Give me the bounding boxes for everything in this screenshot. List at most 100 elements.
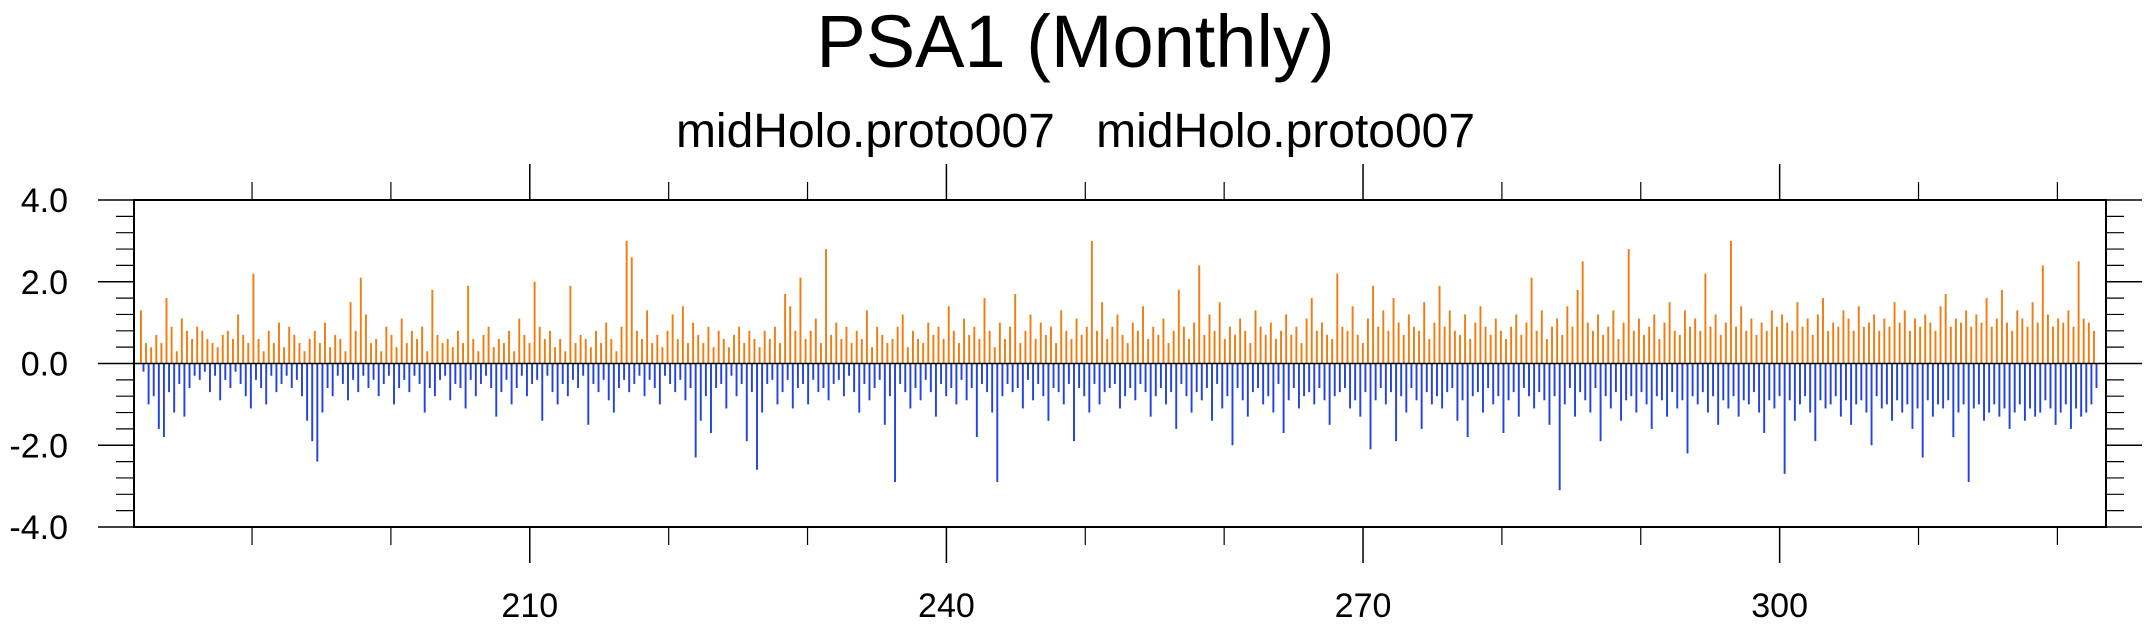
bar <box>139 310 142 364</box>
bar <box>687 343 689 364</box>
bar <box>1101 302 1104 364</box>
bar <box>1660 363 1663 401</box>
bar <box>1543 363 1546 401</box>
bar <box>255 363 257 380</box>
bar <box>1336 273 1339 364</box>
bar <box>1430 363 1433 405</box>
bar <box>1239 318 1242 364</box>
bar <box>753 338 756 364</box>
bar <box>1264 334 1267 364</box>
bar <box>1678 334 1681 364</box>
bar <box>341 363 344 384</box>
bar <box>1620 363 1622 421</box>
bar <box>265 363 268 405</box>
bar <box>423 363 426 413</box>
bar <box>1103 363 1106 393</box>
bar <box>1144 363 1147 393</box>
bar <box>559 338 562 364</box>
bar <box>393 363 395 405</box>
bar <box>1924 314 1927 364</box>
bar <box>1980 322 1983 364</box>
bar <box>825 249 827 364</box>
bar <box>1530 277 1533 364</box>
bar <box>1832 322 1835 364</box>
bar <box>2085 363 2088 413</box>
bar <box>894 363 897 483</box>
bar <box>1211 363 1213 421</box>
bar <box>1745 330 1748 364</box>
bar <box>710 363 712 433</box>
bar <box>1443 326 1446 364</box>
bar <box>1257 363 1259 389</box>
bar <box>554 347 557 364</box>
bar <box>612 363 615 413</box>
bar <box>927 322 930 364</box>
x-tick-label: 240 <box>918 587 975 625</box>
bar <box>725 363 728 409</box>
bar <box>779 343 781 364</box>
y-tick-label: -4.0 <box>9 509 68 547</box>
axes-group: 210 240 270 300 -4.0 -2.0 0.0 2.0 4.0 <box>9 164 2142 625</box>
bar <box>1975 314 1978 364</box>
bar <box>1106 338 1109 364</box>
bar <box>175 351 178 364</box>
bar <box>275 363 278 393</box>
bar <box>845 326 848 364</box>
bar <box>694 363 697 458</box>
bar <box>582 363 585 376</box>
bar <box>1689 326 1692 364</box>
bar <box>740 363 743 384</box>
bar <box>1561 334 1564 364</box>
bar <box>1637 318 1640 364</box>
bar <box>1387 330 1390 364</box>
y-tick-label: 2.0 <box>21 264 68 302</box>
bar <box>1852 330 1855 364</box>
bar <box>1645 363 1648 405</box>
bar <box>858 363 861 413</box>
bar <box>796 363 799 389</box>
bar <box>2095 363 2098 389</box>
bar <box>1597 314 1599 364</box>
bar <box>295 363 298 380</box>
bar <box>784 294 787 364</box>
bar <box>1791 330 1794 364</box>
bar <box>1482 363 1484 413</box>
bar <box>692 322 695 364</box>
bar <box>482 334 485 364</box>
bar <box>929 363 932 393</box>
bar <box>1400 363 1403 397</box>
bar <box>1722 363 1725 401</box>
bar <box>444 363 447 376</box>
bar <box>1009 326 1012 364</box>
bar <box>584 338 587 364</box>
bar <box>702 343 705 364</box>
bar <box>2021 318 2024 364</box>
bar <box>1885 363 1888 405</box>
bar <box>2041 265 2044 364</box>
bar <box>1354 363 1357 401</box>
bar <box>1998 363 2001 417</box>
bar <box>1469 338 1472 364</box>
bar <box>1274 338 1277 364</box>
bar <box>1750 318 1753 364</box>
bar <box>771 363 774 380</box>
bar <box>597 363 600 393</box>
bar <box>1305 318 1308 364</box>
bar <box>1717 363 1720 425</box>
bar <box>1581 261 1584 364</box>
bar <box>1234 334 1236 364</box>
bar <box>1719 334 1722 364</box>
bar <box>776 363 779 405</box>
bar <box>1893 302 1896 364</box>
bar <box>531 363 534 384</box>
bar <box>1226 363 1229 397</box>
bar <box>748 330 751 364</box>
bar <box>548 330 551 364</box>
bar <box>1643 334 1645 364</box>
bar <box>380 351 383 364</box>
bar <box>745 363 748 442</box>
bar <box>1300 343 1303 364</box>
bar <box>1021 363 1024 409</box>
bar <box>1793 363 1796 421</box>
